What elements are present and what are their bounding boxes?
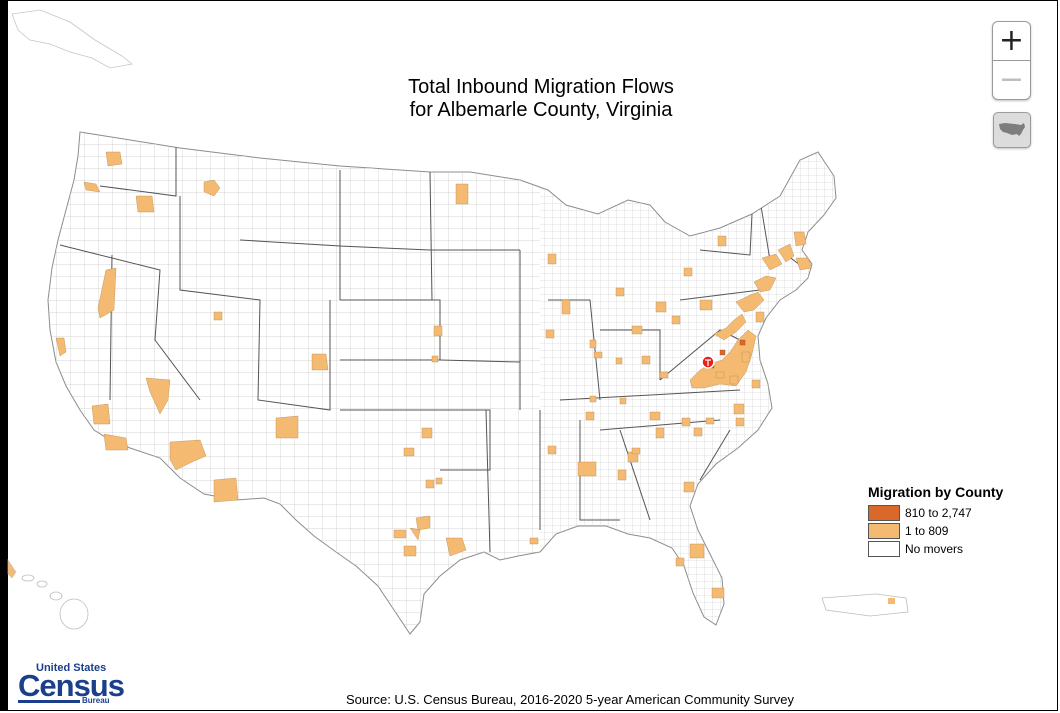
logo-bureau-text: Bureau — [82, 696, 110, 705]
legend-swatch-low — [868, 523, 900, 539]
logo-main-text: Census — [18, 668, 125, 703]
legend: Migration by County 810 to 2,747 1 to 80… — [868, 484, 1048, 558]
zoom-controls: + − — [992, 21, 1031, 100]
map-title-line-2: for Albemarle County, Virginia — [409, 99, 673, 121]
state-boundaries — [59, 145, 801, 553]
us-map-icon — [999, 123, 1025, 136]
legend-item-high: 810 to 2,747 — [868, 504, 1048, 522]
zoom-in-button[interactable]: + — [993, 22, 1030, 61]
logo-bar — [18, 700, 80, 703]
legend-item-none: No movers — [868, 540, 1048, 558]
legend-label-high: 810 to 2,747 — [905, 506, 972, 520]
map-title: Total Inbound Migration Flows for Albema… — [300, 76, 782, 122]
legend-label-none: No movers — [905, 542, 964, 556]
albemarle-marker[interactable] — [701, 355, 715, 369]
legend-swatch-high — [868, 505, 900, 521]
census-logo: United States Census Bureau — [16, 662, 126, 705]
alaska-shape — [7, 9, 133, 579]
legend-item-low: 1 to 809 — [868, 522, 1048, 540]
source-note: Source: U.S. Census Bureau, 2016-2020 5-… — [346, 692, 794, 707]
counties-with-movers — [55, 151, 813, 599]
puerto-rico-shape — [821, 593, 909, 617]
full-extent-button[interactable] — [993, 112, 1031, 148]
map-title-line-1: Total Inbound Migration Flows — [408, 76, 674, 98]
zoom-out-button[interactable]: − — [998, 62, 1025, 97]
logo-top-text: United States — [36, 662, 107, 674]
hawaii-shape — [21, 574, 89, 630]
legend-swatch-none — [868, 541, 900, 557]
legend-label-low: 1 to 809 — [905, 524, 949, 538]
legend-title: Migration by County — [868, 484, 1004, 500]
